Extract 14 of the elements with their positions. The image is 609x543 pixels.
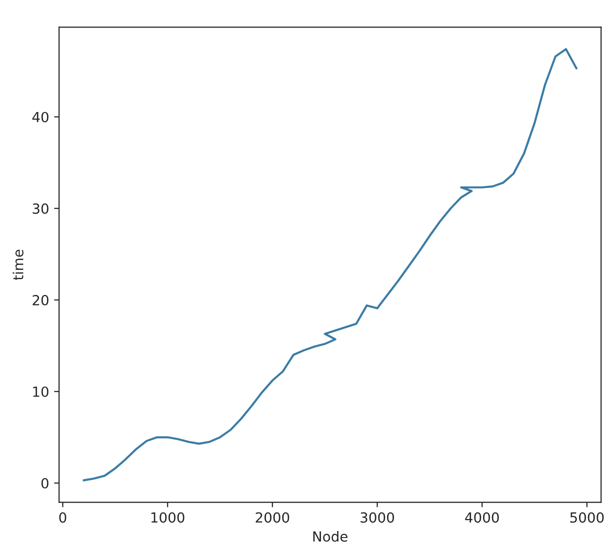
x-tick-label: 2000 [256,512,290,523]
y-tick-label: 40 [32,112,48,122]
y-tick-label: 0 [41,478,48,489]
y-tick-label: 20 [32,294,48,306]
y-tick-label: 10 [33,386,48,397]
x-tick-label: 0 [59,512,66,523]
x-axis-title: Node [313,530,348,542]
line-series [82,48,578,482]
x-tick-label: 4000 [465,512,499,523]
x-tick-label: 5000 [570,512,604,523]
y-axis-title: time [12,250,24,280]
x-tick-label: 1000 [151,512,184,523]
x-tick-label: 3000 [360,512,394,523]
y-tick-label: 30 [32,203,48,214]
